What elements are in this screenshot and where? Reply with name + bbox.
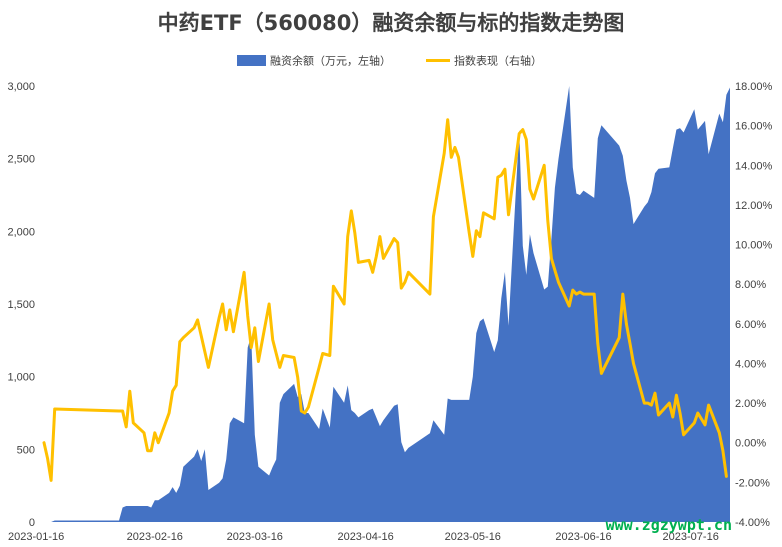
y-left-tick-label: 2,500 (7, 154, 35, 166)
y-right-tick-label: -4.00% (735, 517, 770, 529)
y-axis-right: -4.00% -2.00% 0.00% 2.00% 4.00% 6.00% 8.00% 10.… (735, 81, 773, 529)
y-right-tick-label: -2.00% (735, 477, 770, 489)
y-right-tick-label: 2.00% (735, 398, 766, 410)
y-left-tick-label: 0 (29, 517, 35, 529)
y-right-tick-label: 0.00% (735, 438, 766, 450)
watermark: www.zgzywpt.cn (606, 516, 732, 534)
y-left-tick-label: 2,000 (7, 226, 35, 238)
x-tick-label: 2023-06-16 (555, 531, 611, 543)
y-left-tick-label: 1,500 (7, 299, 35, 311)
x-tick-label: 2023-07-16 (663, 531, 719, 543)
x-tick-label: 2023-03-16 (227, 531, 283, 543)
x-tick-label: 2023-04-16 (337, 531, 393, 543)
y-left-tick-label: 3,000 (7, 81, 35, 93)
y-right-tick-label: 6.00% (735, 319, 766, 331)
y-right-tick-label: 14.00% (735, 160, 773, 172)
y-right-tick-label: 10.00% (735, 240, 773, 252)
y-axis-left: 0 500 1,000 1,500 2,000 2,500 3,000 (7, 81, 35, 529)
chart-title: 中药ETF（560080）融资余额与标的指数走势图 (158, 11, 625, 35)
y-right-tick-label: 12.00% (735, 200, 773, 212)
index-performance-line (42, 118, 728, 482)
legend-label-financing-balance: 融资余额（万元，左轴） (270, 54, 391, 68)
plot-area (42, 86, 731, 522)
y-right-tick-label: 8.00% (735, 279, 766, 291)
y-left-tick-label: 1,000 (7, 372, 35, 384)
y-right-tick-label: 18.00% (735, 81, 773, 93)
legend: 融资余额（万元，左轴） 指数表现（右轴） (237, 54, 542, 68)
x-tick-label: 2023-02-16 (127, 531, 183, 543)
financing-balance-area (51, 86, 731, 522)
legend-swatch-financing-balance (237, 55, 266, 66)
x-tick-label: 2023-05-16 (445, 531, 501, 543)
y-left-tick-label: 500 (17, 444, 35, 456)
legend-label-index-performance: 指数表现（右轴） (454, 54, 542, 68)
x-tick-label: 2023-01-16 (8, 531, 64, 543)
y-right-tick-label: 4.00% (735, 359, 766, 371)
x-axis: 2023-01-16 2023-02-16 2023-03-16 2023-04-16… (8, 531, 719, 543)
y-right-tick-label: 16.00% (735, 121, 773, 133)
